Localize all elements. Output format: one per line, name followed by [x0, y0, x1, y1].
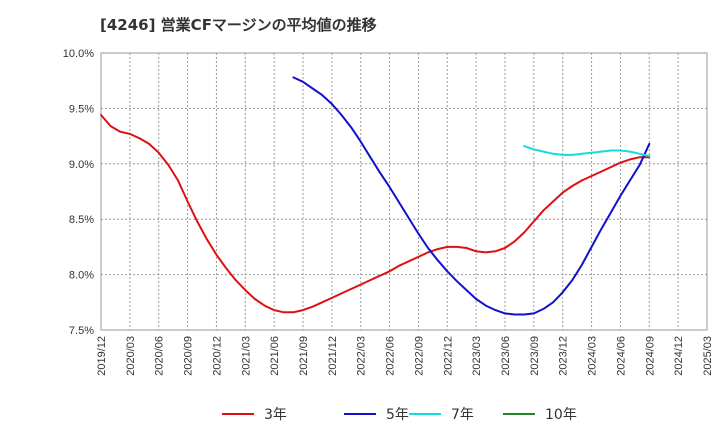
x-tick-label: 2020/03 [125, 336, 137, 376]
x-tick-label: 2024/06 [615, 336, 627, 376]
series-line-5年 [292, 76, 651, 316]
x-tick-label: 2023/09 [529, 336, 541, 376]
series-line-3年 [100, 114, 651, 314]
x-tick-labels: 2019/12 2020/03 2020/06 2020/09 2020/12 2021/… [96, 336, 714, 376]
x-tick-label: 2022/06 [385, 336, 397, 376]
y-tick-label: 7.5% [69, 325, 94, 337]
x-tick-label: 2020/12 [211, 336, 223, 376]
legend-label: 10年 [545, 407, 577, 423]
series-line-7年 [523, 145, 651, 157]
x-tick-label: 2021/03 [240, 336, 252, 376]
x-tick-label: 2022/03 [356, 336, 368, 376]
y-tick-label: 10.0% [63, 48, 94, 60]
legend-item: 5年 [344, 407, 409, 423]
y-tick-label: 9.0% [69, 159, 94, 171]
x-tick-label: 2021/12 [327, 336, 339, 376]
x-tick-label: 2025/03 [702, 336, 714, 376]
x-tick-label: 2022/12 [442, 336, 454, 376]
y-tick-label: 8.0% [69, 270, 94, 282]
x-tick-label: 2020/09 [183, 336, 195, 376]
y-tick-label: 9.5% [69, 103, 94, 115]
x-tick-label: 2023/06 [500, 336, 512, 376]
legend-label: 5年 [386, 407, 409, 423]
legend-item: 7年 [409, 407, 474, 423]
legend-item: 3年 [222, 407, 287, 423]
chart-title: [4246] 営業CFマージンの平均値の推移 [100, 16, 377, 34]
legend-label: 3年 [264, 407, 287, 423]
x-tick-label: 2023/12 [558, 336, 570, 376]
legend-item: 10年 [503, 407, 577, 423]
x-tick-label: 2023/03 [471, 336, 483, 376]
plot-area [100, 52, 708, 331]
y-tick-label: 8.5% [69, 214, 94, 226]
x-tick-label: 2024/03 [587, 336, 599, 376]
legend: 3年 5年 7年 10年 [222, 407, 577, 423]
x-tick-label: 2019/12 [96, 336, 108, 376]
x-tick-label: 2024/12 [673, 336, 685, 376]
series-lines [100, 76, 651, 316]
x-tick-label: 2021/06 [269, 336, 281, 376]
legend-label: 7年 [451, 407, 474, 423]
x-tick-label: 2021/09 [298, 336, 310, 376]
y-tick-labels: 7.5% 8.0% 8.5% 9.0% 9.5% 10.0% [63, 48, 94, 337]
x-tick-label: 2022/09 [413, 336, 425, 376]
x-tick-label: 2020/06 [154, 336, 166, 376]
x-tick-label: 2024/09 [644, 336, 656, 376]
